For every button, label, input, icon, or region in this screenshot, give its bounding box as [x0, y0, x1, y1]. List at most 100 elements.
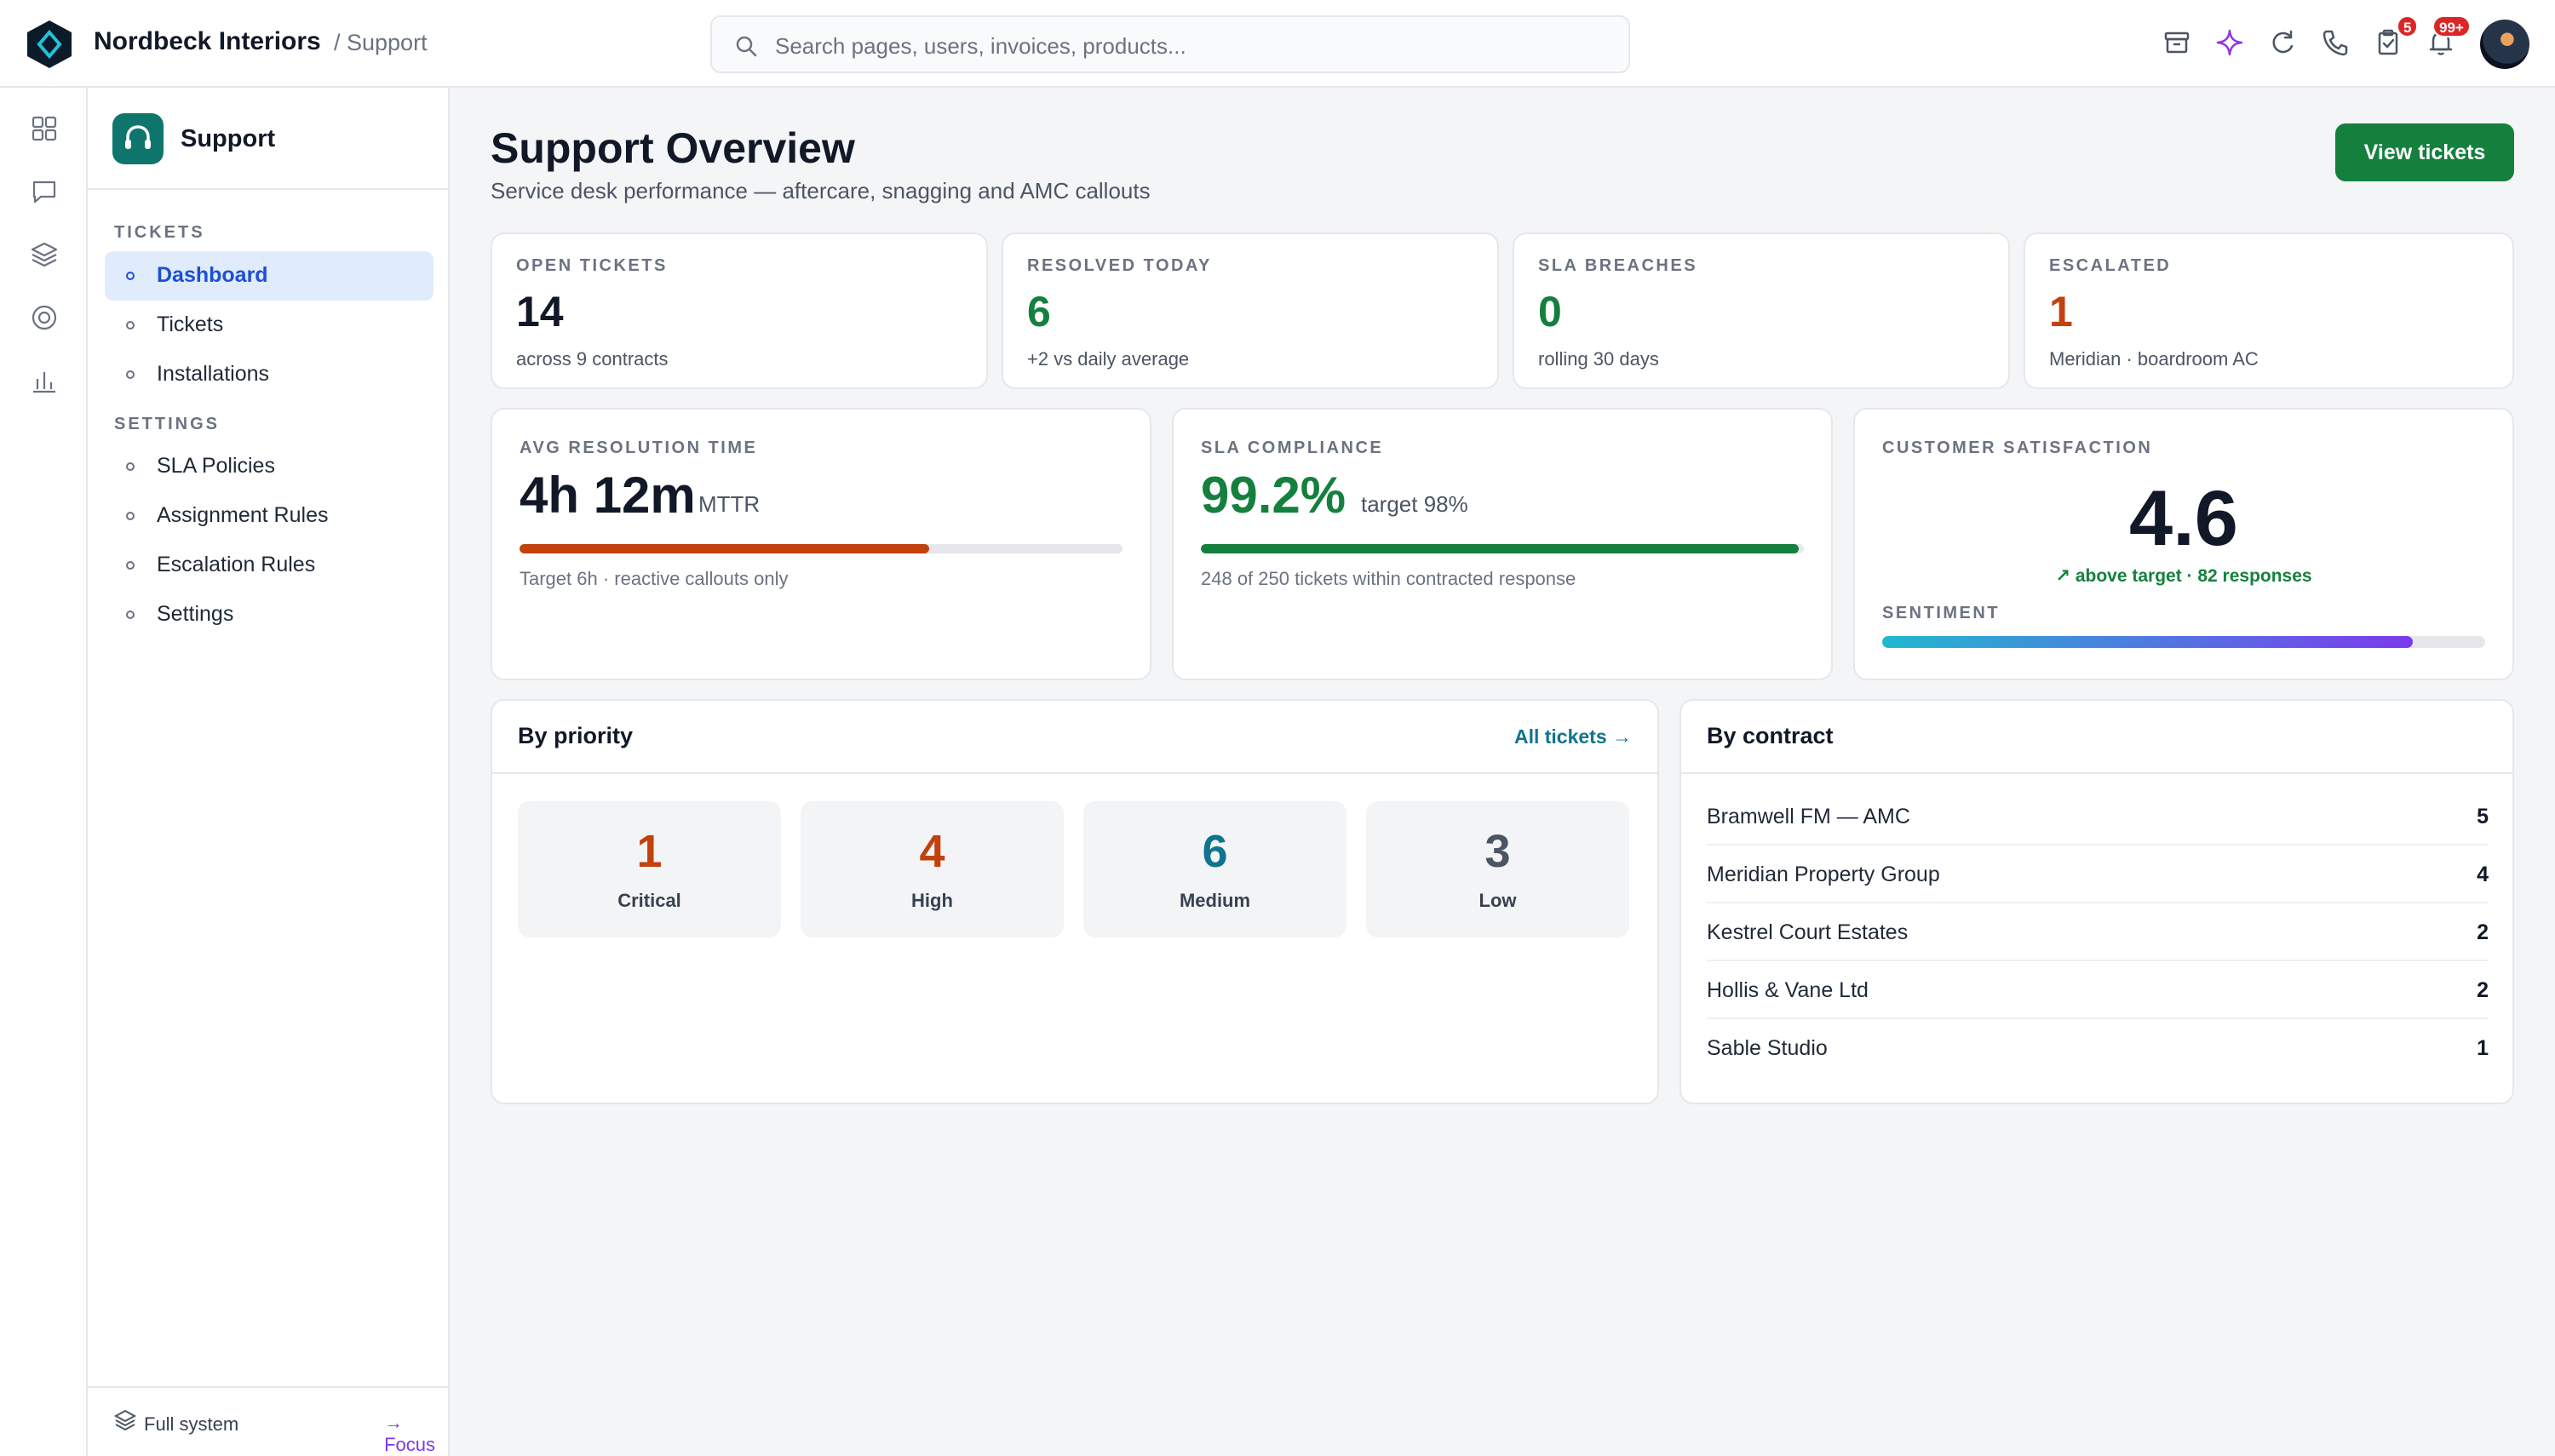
kpi-value: 6	[1027, 288, 1051, 335]
sidebar-item-assignment-rules[interactable]: Assignment Rules	[105, 491, 433, 541]
contract-row[interactable]: Meridian Property Group 4	[1707, 846, 2489, 903]
priority-tile-high[interactable]: 4 High	[801, 801, 1064, 937]
priority-label: Medium	[1179, 890, 1251, 911]
main-content: Support Overview Service desk performanc…	[450, 88, 2555, 1456]
search-input[interactable]: Search pages, users, invoices, products.…	[775, 33, 1186, 59]
all-tickets-link[interactable]: All tickets →	[1513, 725, 1632, 748]
bullet-icon	[126, 272, 135, 280]
phone-icon[interactable]	[2320, 27, 2351, 58]
kpi-card-escalated: ESCALATED 1 Meridian · boardroom AC	[2024, 232, 2514, 389]
sidebar-item-label: SLA Policies	[157, 454, 275, 478]
progress-fill	[1201, 544, 1800, 553]
contract-row[interactable]: Kestrel Court Estates 2	[1707, 903, 2489, 961]
contract-name: Sable Studio	[1707, 1036, 1828, 1060]
sidebar-item-sla-policies[interactable]: SLA Policies	[105, 442, 433, 491]
bullet-icon	[126, 462, 135, 471]
priority-count: 4	[919, 826, 945, 877]
sentiment-fill	[1882, 636, 2414, 648]
contract-name: Hollis & Vane Ltd	[1707, 978, 1869, 1002]
target-icon[interactable]	[29, 302, 60, 333]
kpi-label: OPEN TICKETS	[516, 256, 668, 275]
section-label-settings: SETTINGS	[114, 415, 221, 433]
contract-row[interactable]: Hollis & Vane Ltd 2	[1707, 961, 2489, 1019]
contract-count: 1	[2477, 1036, 2489, 1060]
view-tickets-button[interactable]: View tickets	[2335, 123, 2514, 181]
archive-icon[interactable]	[2162, 27, 2192, 58]
sidebar-footer: Full system → Focus	[88, 1386, 448, 1456]
clipboard-check-icon[interactable]	[2373, 27, 2403, 58]
sidebar-title: Support	[181, 125, 276, 152]
sentiment-bar	[1882, 636, 2485, 648]
sidebar-item-tickets[interactable]: Tickets	[105, 301, 433, 350]
sidebar-header: Support	[88, 88, 448, 190]
full-system-toggle[interactable]: Full system	[144, 1413, 239, 1435]
bar-chart-icon[interactable]	[29, 365, 60, 396]
kpi-subtext: rolling 30 days	[1538, 348, 1659, 370]
kpi-value: 14	[516, 288, 564, 335]
csat-score: 4.6	[2129, 475, 2238, 562]
avatar[interactable]	[2480, 20, 2529, 69]
section-label-tickets: TICKETS	[114, 223, 205, 242]
contract-row[interactable]: Bramwell FM — AMC 5	[1707, 788, 2489, 846]
contract-name: Kestrel Court Estates	[1707, 920, 1909, 944]
refresh-icon[interactable]	[2267, 27, 2298, 58]
kpi-label: ESCALATED	[2049, 256, 2172, 275]
priority-count: 3	[1484, 826, 1511, 877]
kpi-subtext: +2 vs daily average	[1027, 348, 1190, 370]
search-icon	[736, 36, 757, 57]
sentiment-label: SENTIMENT	[1882, 604, 2001, 622]
sidebar-item-installations[interactable]: Installations	[105, 350, 433, 399]
metric-unit: MTTR	[698, 491, 761, 517]
notifications-badge: 99+	[2432, 15, 2471, 37]
kpi-label: RESOLVED TODAY	[1027, 256, 1212, 275]
bullet-icon	[126, 512, 135, 520]
csat-trend: ↗ above target · 82 responses	[2055, 566, 2312, 586]
kpi-card-open-tickets: OPEN TICKETS 14 across 9 contracts	[491, 232, 988, 389]
sidebar-item-label: Tickets	[157, 312, 224, 336]
metric-value: 99.2%	[1201, 467, 1346, 524]
page-title: Support Overview	[491, 124, 855, 172]
metric-unit: target 98%	[1361, 491, 1468, 517]
contract-row[interactable]: Sable Studio 1	[1707, 1019, 2489, 1077]
sidebar-item-escalation-rules[interactable]: Escalation Rules	[105, 541, 433, 590]
sidebar-item-dashboard[interactable]: Dashboard	[105, 251, 433, 301]
kpi-label: SLA BREACHES	[1538, 256, 1698, 275]
search-box[interactable]: Search pages, users, invoices, products.…	[710, 15, 1630, 73]
brand-name[interactable]: Nordbeck Interiors	[94, 27, 321, 55]
sparkle-icon[interactable]	[2214, 27, 2245, 58]
sidebar-item-label: Dashboard	[157, 263, 268, 287]
layers-icon	[113, 1409, 137, 1431]
focus-link[interactable]: → Focus	[384, 1412, 436, 1455]
kpi-value: 0	[1538, 288, 1562, 335]
metric-value: 4h 12m	[520, 467, 696, 524]
panel-title: By priority	[518, 723, 634, 748]
bullet-icon	[126, 321, 135, 330]
priority-tile-low[interactable]: 3 Low	[1366, 801, 1629, 937]
icon-rail	[0, 88, 88, 1456]
priority-tile-critical[interactable]: 1 Critical	[518, 801, 781, 937]
breadcrumb[interactable]: / Support	[334, 30, 428, 55]
bullet-icon	[126, 561, 135, 570]
page-subtitle: Service desk performance — aftercare, sn…	[491, 178, 1151, 203]
sidebar-item-label: Assignment Rules	[157, 503, 329, 527]
contract-count: 2	[2477, 978, 2489, 1002]
priority-tile-medium[interactable]: 6 Medium	[1083, 801, 1346, 937]
kpi-card-resolved-today: RESOLVED TODAY 6 +2 vs daily average	[1002, 232, 1499, 389]
sidebar-item-label: Installations	[157, 362, 270, 386]
metric-label: CUSTOMER SATISFACTION	[1882, 439, 2153, 457]
panel-header: By priority All tickets →	[492, 701, 1657, 774]
chat-icon[interactable]	[29, 176, 60, 207]
metric-label: SLA COMPLIANCE	[1201, 439, 1384, 457]
tasks-badge: 5	[2397, 15, 2419, 37]
resolution-progress-bar	[520, 544, 1122, 553]
brand-logo-icon[interactable]	[26, 19, 73, 70]
priority-label: High	[911, 890, 953, 911]
layers-icon[interactable]	[29, 239, 60, 270]
grid-icon[interactable]	[29, 113, 60, 144]
panel-header: By contract	[1681, 701, 2512, 774]
metric-card-customer-satisfaction: CUSTOMER SATISFACTION 4.6 ↗ above target…	[1853, 408, 2514, 680]
sidebar-item-settings[interactable]: Settings	[105, 590, 433, 639]
kpi-subtext: across 9 contracts	[516, 348, 669, 370]
headset-icon	[112, 113, 164, 164]
bullet-icon	[126, 610, 135, 619]
